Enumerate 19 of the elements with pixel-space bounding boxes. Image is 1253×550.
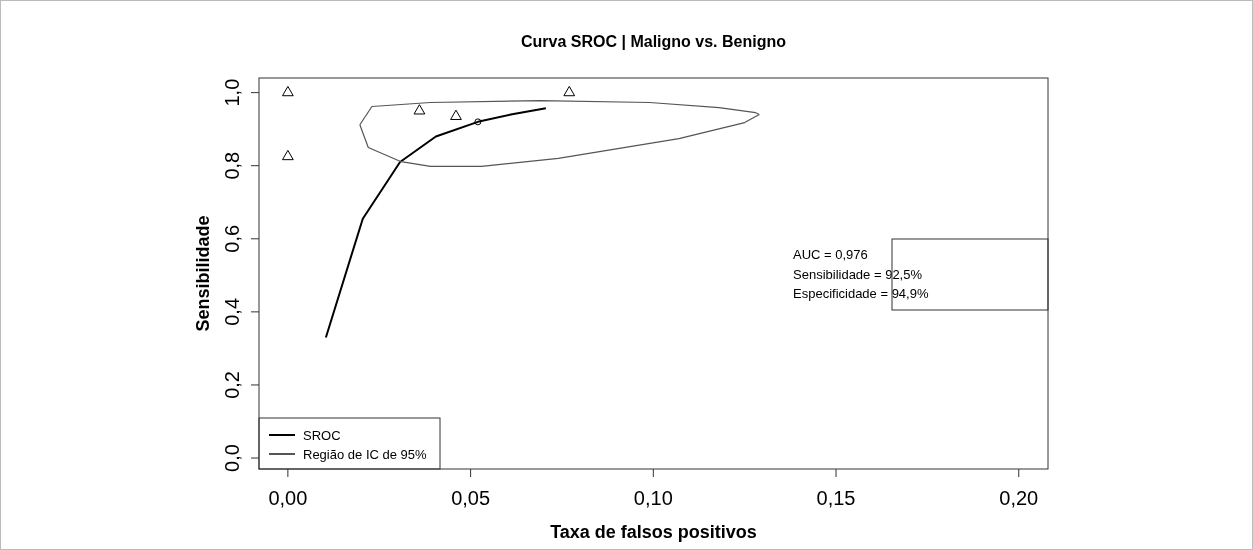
y-tick-label: 0,0 [221, 444, 243, 472]
legend-label: Região de IC de 95% [303, 447, 428, 462]
annotation: AUC = 0,976 [793, 247, 868, 262]
x-tick-label: 0,15 [816, 487, 856, 509]
y-tick-label: 0,6 [221, 224, 243, 253]
x-tick-label: 0,10 [633, 487, 673, 509]
y-tick-label: 0,2 [221, 371, 243, 399]
annotation: Sensibilidade = 92,5% [793, 266, 923, 282]
x-axis-title: Taxa de falsos positivos [550, 522, 757, 542]
y-tick-label: 1,0 [221, 78, 243, 107]
annotation: Especificidade = 94,9% [793, 286, 929, 301]
y-axis-title: Sensibilidade [193, 215, 213, 332]
x-tick-label: 0,20 [999, 487, 1039, 509]
chart-title: Curva SROC | Maligno vs. Benigno [521, 33, 787, 50]
x-tick-label: 0,00 [268, 487, 308, 509]
y-tick-label: 0,8 [221, 151, 243, 180]
y-tick-label: 0,4 [221, 297, 243, 326]
legend-label: SROC [303, 428, 341, 443]
x-tick-label: 0,05 [451, 487, 491, 509]
